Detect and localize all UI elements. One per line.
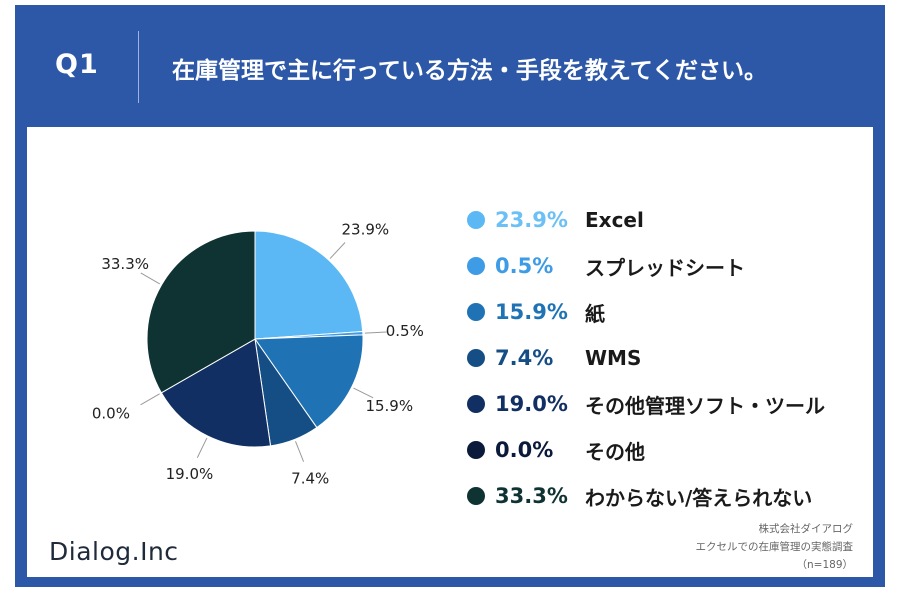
legend-label: わからない/答えられない [585, 485, 813, 510]
chart-panel: 23.9% 0.5% 15.9% 7.4% 19.0% 0.0% 33.3% 23.9% Ex… [27, 127, 873, 577]
legend-value: 23.9% [495, 208, 568, 232]
pie-leader-line [196, 437, 208, 458]
legend-item: 0.5% スプレッドシート [467, 243, 867, 289]
legend-item: 23.9% Excel [467, 197, 867, 243]
question-number: Q1 [55, 49, 99, 80]
pie-slice [146, 230, 256, 394]
pie-data-label: 15.9% [365, 397, 413, 415]
pie-data-label: 0.0% [92, 405, 130, 423]
pie-leader-line [353, 387, 374, 399]
legend-color-dot [467, 257, 485, 275]
pie-slice [254, 230, 364, 340]
legend-label: 紙 [585, 301, 605, 326]
legend-item: 15.9% 紙 [467, 289, 867, 335]
survey-source: 株式会社ダイアログ エクセルでの在庫管理の実態調査 （n=189） [696, 520, 854, 574]
legend-item: 7.4% WMS [467, 335, 867, 381]
pie-leader-line [329, 242, 346, 259]
legend-label: その他 [585, 439, 645, 464]
pie-leader-line [295, 441, 305, 462]
pie-leader-line [140, 272, 161, 285]
legend-label: WMS [585, 346, 642, 370]
company-logo: Dialog.Inc [49, 537, 179, 566]
legend-label: スプレッドシート [585, 255, 745, 280]
chart-legend: 23.9% Excel 0.5% スプレッドシート 15.9% 紙 7.4% WMS 19.0%… [467, 197, 867, 519]
legend-label: Excel [585, 208, 644, 232]
legend-value: 7.4% [495, 346, 554, 370]
pie-leader-line [364, 331, 387, 334]
pie-data-label: 7.4% [291, 469, 329, 487]
legend-color-dot [467, 395, 485, 413]
legend-item: 33.3% わからない/答えられない [467, 473, 867, 519]
legend-value: 0.0% [495, 438, 554, 462]
legend-item: 0.0% その他 [467, 427, 867, 473]
legend-color-dot [467, 303, 485, 321]
legend-color-dot [467, 487, 485, 505]
legend-color-dot [467, 441, 485, 459]
source-line-company: 株式会社ダイアログ [758, 523, 854, 535]
legend-color-dot [467, 211, 485, 229]
pie-data-label: 19.0% [166, 465, 214, 483]
legend-label: その他管理ソフト・ツール [585, 393, 825, 418]
legend-value: 0.5% [495, 254, 554, 278]
legend-item: 19.0% その他管理ソフト・ツール [467, 381, 867, 427]
source-line-survey: エクセルでの在庫管理の実態調査 [695, 541, 854, 553]
legend-value: 33.3% [495, 484, 568, 508]
legend-color-dot [467, 349, 485, 367]
pie-chart: 23.9% 0.5% 15.9% 7.4% 19.0% 0.0% 33.3% [92, 220, 424, 487]
question-header: Q1 在庫管理で主に行っている方法・手段を教えてください。 [15, 5, 885, 127]
pie-data-label: 23.9% [342, 220, 390, 238]
source-line-sample: （n=189） [796, 559, 854, 571]
pie-leader-line [140, 393, 160, 406]
legend-value: 19.0% [495, 392, 568, 416]
pie-slice [160, 338, 272, 448]
question-title: 在庫管理で主に行っている方法・手段を教えてください。 [172, 58, 768, 84]
survey-card: Q1 在庫管理で主に行っている方法・手段を教えてください。 23.9% 0.5% 1… [15, 5, 885, 587]
pie-slice [254, 334, 364, 429]
header-divider [138, 31, 139, 103]
legend-value: 15.9% [495, 300, 568, 324]
pie-data-label: 0.5% [386, 322, 424, 340]
pie-data-label: 33.3% [101, 255, 149, 273]
